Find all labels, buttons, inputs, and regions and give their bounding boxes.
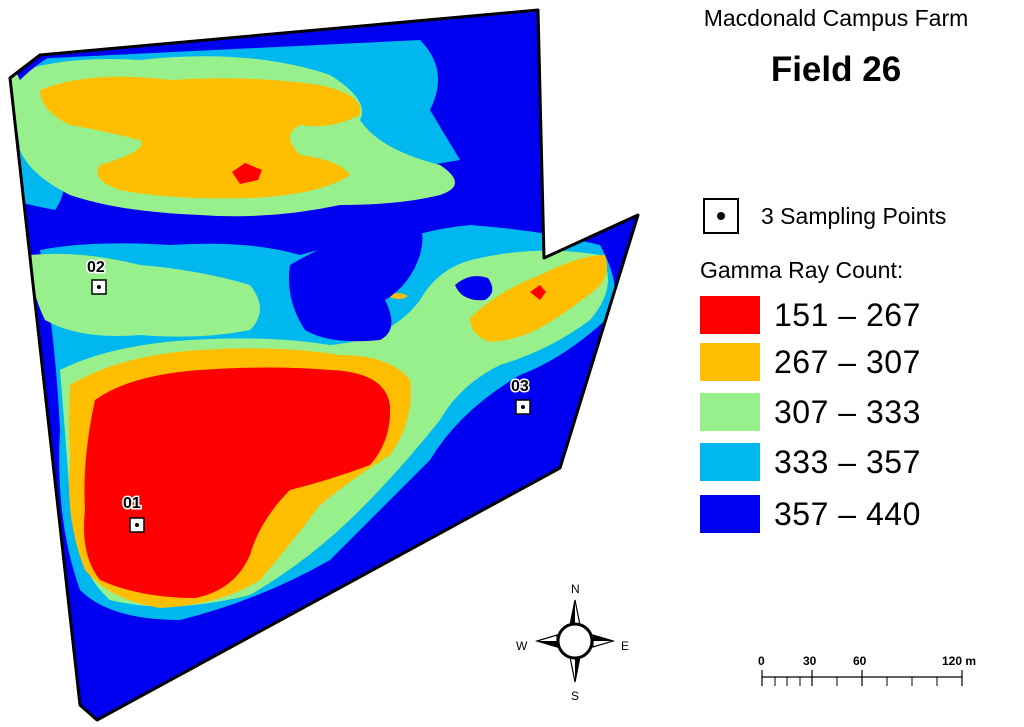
sampling-point-icon	[703, 198, 739, 234]
gamma-ray-zones	[10, 10, 638, 720]
sampling-point-label: 03	[511, 378, 529, 395]
legend-class-5: 357 – 440	[700, 495, 921, 533]
zone-307-333-west	[30, 253, 260, 337]
legend-label: 151 – 267	[774, 296, 921, 333]
zone-357-440-pocket	[455, 276, 493, 301]
zone-267-307-north	[40, 76, 361, 199]
scale-tick-120: 120 m	[942, 654, 976, 668]
zone-151-267-southwest	[84, 367, 391, 598]
sampling-point-label: 02	[87, 259, 105, 276]
legend-class-3: 307 – 333	[700, 393, 921, 431]
sampling-point-label: 01	[123, 495, 141, 512]
zone-357-440-center	[289, 223, 423, 342]
sampling-point-03: 03	[510, 377, 531, 415]
legend-heading: Gamma Ray Count:	[700, 257, 904, 283]
map-subtitle: Macdonald Campus Farm	[703, 5, 969, 31]
sampling-legend-label: 3 Sampling Points	[761, 202, 947, 229]
legend-label: 333 – 357	[774, 443, 921, 480]
scale-tick-0: 0	[758, 654, 765, 668]
map-title: Field 26	[770, 50, 902, 89]
legend-class-1: 151 – 267	[700, 296, 921, 334]
legend-class-4: 333 – 357	[700, 443, 921, 481]
compass-n: N	[571, 582, 580, 596]
compass-ring	[556, 622, 594, 660]
legend-swatch	[700, 393, 760, 431]
legend-swatch	[700, 296, 760, 334]
sampling-legend: 3 Sampling Points	[703, 198, 946, 234]
legend-swatch	[700, 343, 760, 381]
scale-tick-60: 60	[853, 654, 867, 668]
zone-151-267-east	[530, 285, 546, 300]
legend-label: 267 – 307	[774, 343, 921, 380]
legend-swatch	[700, 495, 760, 533]
legend-label: 357 – 440	[774, 495, 921, 532]
zone-151-267-north	[232, 163, 262, 184]
compass-w: W	[516, 639, 528, 653]
legend-swatch	[700, 443, 760, 481]
field-boundary	[8, 8, 640, 722]
sampling-point-02: 02	[86, 258, 107, 295]
legend-class-2: 267 – 307	[700, 343, 921, 381]
legend-label: 307 – 333	[774, 393, 921, 430]
scale-bar: 0 30 60 120 m	[758, 654, 976, 686]
sampling-point-01: 01	[122, 494, 145, 533]
compass-rose: N S W E	[516, 582, 629, 703]
compass-s: S	[571, 689, 579, 703]
scale-tick-30: 30	[803, 654, 817, 668]
compass-e: E	[621, 639, 629, 653]
